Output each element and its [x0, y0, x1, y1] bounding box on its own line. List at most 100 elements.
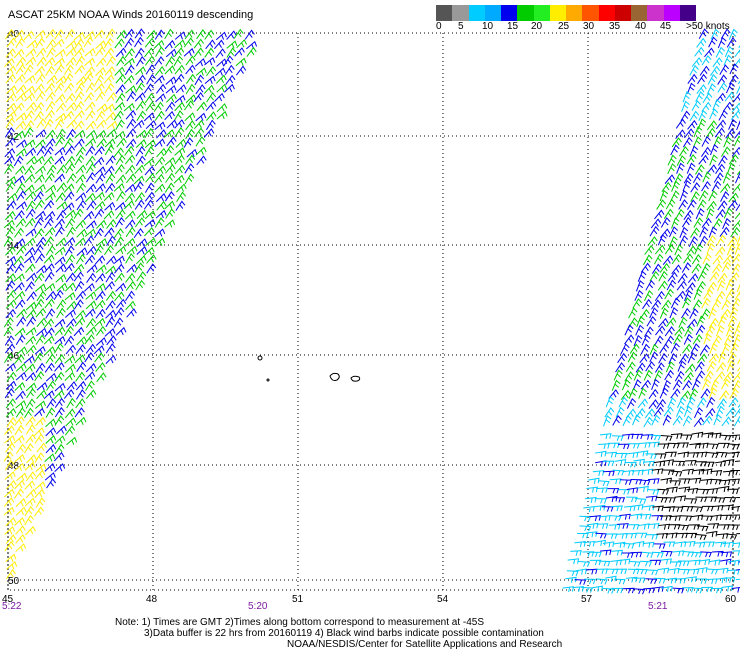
wind-barb: [612, 415, 622, 426]
wind-barb: [94, 74, 105, 86]
wind-barb: [729, 388, 739, 399]
wind-barb: [144, 146, 155, 157]
wind-barb: [695, 451, 708, 458]
wind-barb: [664, 244, 675, 255]
wind-barb: [36, 145, 47, 156]
wind-barb: [597, 480, 610, 487]
wind-barb: [134, 92, 146, 102]
wind-barb: [216, 110, 228, 120]
wind-barb: [712, 99, 721, 111]
wind-barb: [607, 488, 620, 494]
wind-barb: [34, 407, 45, 417]
wind-barb: [45, 129, 56, 140]
wind-barb: [105, 343, 116, 354]
wind-barb: [644, 290, 654, 301]
wind-barb: [26, 200, 36, 211]
wind-barb: [174, 31, 186, 40]
wind-barb: [705, 578, 718, 585]
wind-barb: [75, 55, 86, 67]
wind-barb: [656, 532, 669, 539]
wind-barb: [15, 217, 27, 228]
wind-barb: [164, 182, 175, 193]
wind-barb: [94, 29, 105, 40]
wind-barb: [5, 442, 16, 453]
wind-barb: [668, 353, 678, 365]
wind-barb: [94, 244, 104, 256]
wind-barb: [14, 175, 26, 184]
wind-barb: [590, 551, 602, 558]
wind-barb: [696, 84, 707, 95]
wind-barb: [54, 342, 64, 354]
wind-barb: [657, 443, 670, 449]
wind-barb: [5, 380, 17, 390]
wind-barb: [25, 525, 36, 536]
wind-barb: [24, 75, 36, 84]
wind-barb: [155, 46, 165, 57]
lat-tick: 46: [8, 351, 20, 362]
wind-barb: [193, 47, 204, 58]
wind-barb: [718, 524, 730, 530]
wind-barb: [155, 209, 167, 219]
wind-barb: [714, 127, 725, 138]
wind-barb: [712, 550, 724, 557]
wind-barb: [115, 326, 127, 336]
wind-barb: [684, 459, 697, 466]
wind-barb: [673, 333, 683, 345]
wind-barb: [662, 379, 671, 392]
wind-barb: [86, 200, 97, 211]
wind-barb: [104, 201, 116, 211]
wind-barb: [611, 435, 624, 442]
wind-barb: [695, 496, 708, 503]
wind-barb: [4, 163, 15, 174]
wind-barb: [126, 118, 137, 129]
wind-barb: [226, 30, 237, 40]
wind-barb: [63, 202, 75, 212]
wind-barb: [661, 585, 673, 593]
wind-barb: [677, 524, 690, 531]
wind-barb: [124, 237, 136, 247]
wind-barb: [643, 416, 654, 428]
wind-barb: [5, 299, 17, 309]
wind-barb: [83, 36, 94, 48]
wind-barb: [682, 379, 693, 391]
wind-barb: [54, 93, 66, 104]
wind-barb: [589, 515, 602, 522]
lon-tick: 60: [725, 594, 737, 605]
wind-barb: [678, 478, 691, 484]
wind-barb: [63, 183, 75, 193]
wind-barb: [43, 155, 55, 166]
wind-barb: [44, 236, 55, 247]
wind-barb: [678, 199, 689, 210]
wind-barb: [693, 417, 705, 427]
wind-barb: [154, 228, 166, 238]
wind-barb: [114, 164, 125, 175]
wind-barb: [56, 164, 67, 175]
wind-barb: [736, 119, 740, 131]
wind-barb: [135, 74, 146, 85]
legend-label: 30: [583, 21, 595, 32]
wind-barb: [55, 425, 67, 435]
wind-barb: [662, 255, 674, 265]
wind-barb: [14, 238, 26, 248]
wind-barb: [708, 190, 718, 202]
wind-barb: [74, 64, 85, 75]
wind-barb: [664, 326, 675, 337]
wind-barb: [4, 57, 15, 68]
island: [329, 372, 340, 381]
wind-barb: [105, 271, 116, 283]
wind-barb: [717, 442, 730, 449]
wind-barb: [34, 469, 46, 480]
wind-barb: [25, 398, 36, 409]
wind-barb: [646, 534, 659, 540]
wind-barb: [44, 210, 56, 221]
wind-barb: [706, 396, 716, 408]
wind-barb: [174, 73, 185, 84]
wind-barb: [24, 110, 35, 121]
wind-barb: [670, 297, 681, 309]
wind-barb: [44, 453, 56, 463]
wind-barb: [96, 325, 107, 336]
wind-barb: [45, 245, 56, 256]
wind-barb: [618, 558, 631, 565]
wind-barb: [639, 308, 650, 320]
wind-barb: [113, 147, 124, 158]
